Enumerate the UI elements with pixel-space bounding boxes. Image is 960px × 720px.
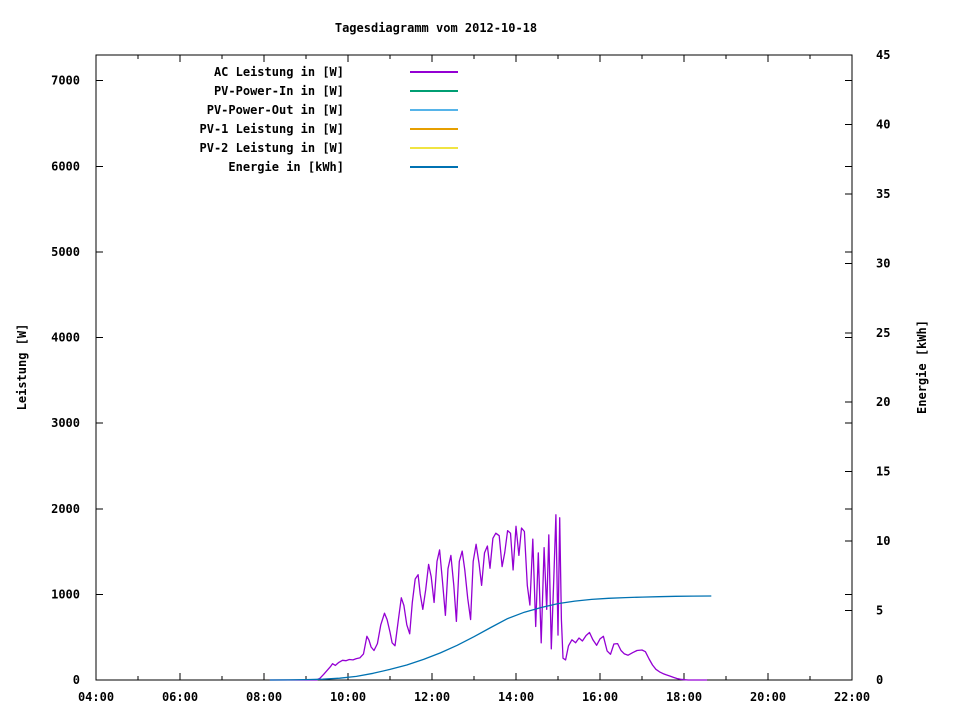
- legend-label: AC Leistung in [W]: [213, 65, 344, 79]
- x-tick-label: 12:00: [414, 690, 450, 704]
- y-right-tick-label: 45: [876, 48, 890, 62]
- y-right-tick-label: 25: [876, 326, 890, 340]
- x-tick-label: 14:00: [498, 690, 534, 704]
- legend-line-sample: [410, 147, 458, 149]
- y-right-tick-label: 20: [876, 395, 890, 409]
- x-tick-label: 22:00: [834, 690, 870, 704]
- y-left-tick-label: 5000: [51, 245, 80, 259]
- x-tick-label: 06:00: [162, 690, 198, 704]
- y-right-tick-label: 5: [876, 604, 883, 618]
- chart-title: Tagesdiagramm vom 2012-10-18: [334, 21, 538, 35]
- x-tick-label: 16:00: [582, 690, 618, 704]
- y-left-tick-label: 6000: [51, 159, 80, 173]
- x-tick-label: 20:00: [750, 690, 786, 704]
- legend-item-pv-power-in: PV-Power-In in [W]: [96, 83, 466, 99]
- legend-label: PV-1 Leistung in [W]: [199, 122, 345, 136]
- legend-line-sample: [410, 90, 458, 92]
- y-left-tick-label: 2000: [51, 502, 80, 516]
- series-line-energie-in-kwh: [269, 595, 712, 681]
- legend-line-sample: [410, 166, 458, 168]
- legend-item-ac-leistung: AC Leistung in [W]: [96, 64, 466, 80]
- y-left-tick-label: 3000: [51, 416, 80, 430]
- legend-line-sample: [410, 109, 458, 111]
- legend-item-pv-power-out: PV-Power-Out in [W]: [96, 102, 466, 118]
- y-left-tick-label: 0: [73, 673, 80, 687]
- legend-item-energie: Energie in [kWh]: [96, 159, 466, 175]
- y-right-tick-label: 10: [876, 534, 890, 548]
- legend-label: PV-2 Leistung in [W]: [199, 141, 345, 155]
- x-tick-label: 10:00: [330, 690, 366, 704]
- legend-label: PV-Power-Out in [W]: [206, 103, 344, 117]
- y-left-tick-label: 4000: [51, 331, 80, 345]
- legend-label: Energie in [kWh]: [228, 160, 344, 174]
- y-axis-left-label: Leistung [W]: [15, 323, 29, 411]
- y-right-tick-label: 30: [876, 256, 890, 270]
- y-right-tick-label: 0: [876, 673, 883, 687]
- x-tick-label: 08:00: [246, 690, 282, 704]
- y-right-tick-label: 15: [876, 465, 890, 479]
- x-tick-label: 04:00: [78, 690, 114, 704]
- legend-item-pv2-leistung: PV-2 Leistung in [W]: [96, 140, 466, 156]
- y-left-tick-label: 7000: [51, 74, 80, 88]
- y-right-tick-label: 35: [876, 187, 890, 201]
- y-left-tick-label: 1000: [51, 587, 80, 601]
- legend-line-sample: [410, 71, 458, 73]
- y-right-tick-label: 40: [876, 117, 890, 131]
- legend-line-sample: [410, 128, 458, 130]
- x-tick-label: 18:00: [666, 690, 702, 704]
- legend-label: PV-Power-In in [W]: [213, 84, 344, 98]
- series-line-ac-leistung-in-w: [269, 514, 708, 681]
- y-axis-right-label: Energie [kWh]: [915, 320, 929, 414]
- legend-item-pv1-leistung: PV-1 Leistung in [W]: [96, 121, 466, 137]
